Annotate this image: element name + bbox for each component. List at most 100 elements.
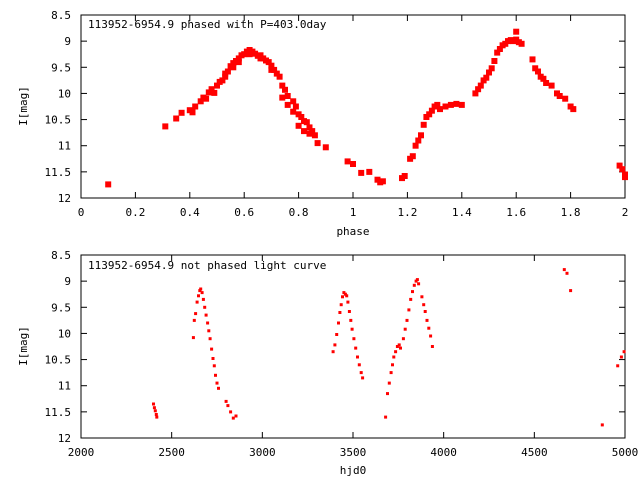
unphased-x-tick-label: 4500 <box>521 446 548 459</box>
phased-data-point <box>284 93 291 99</box>
phased-data-point <box>265 59 272 66</box>
unphased-data-point <box>338 311 342 314</box>
unphased-data-point <box>199 287 203 291</box>
phased-data-point <box>475 86 482 93</box>
phased-data-point <box>472 90 479 97</box>
unphased-data-point <box>619 355 623 359</box>
phased-data-point <box>224 68 231 75</box>
phased-data-point <box>306 130 313 137</box>
unphased-data-point <box>194 312 198 316</box>
unphased-data-point <box>411 290 414 294</box>
unphased-data-point <box>361 376 365 380</box>
phased-data-point <box>491 58 498 64</box>
unphased-x-tick-label: 2000 <box>68 446 95 459</box>
phased-data-point <box>418 132 424 139</box>
unphased-data-point <box>198 289 202 293</box>
phased-data-point <box>619 166 626 173</box>
unphased-data-point <box>391 363 394 367</box>
unphased-data-point <box>226 404 230 408</box>
unphased-data-point <box>422 303 426 307</box>
phased-data-point <box>556 93 563 99</box>
unphased-data-point <box>331 350 335 354</box>
phased-data-point <box>447 101 454 108</box>
unphased-y-tick-label: 8.5 <box>51 249 71 262</box>
phased-x-tick-label: 1.8 <box>561 206 581 219</box>
unphased-data-point <box>200 291 204 295</box>
phased-data-point <box>535 68 541 75</box>
unphased-data-point <box>405 318 409 322</box>
unphased-data-point <box>208 337 212 341</box>
phased-data-point <box>268 66 275 73</box>
unphased-plot-title: 113952-6954.9 not phased light curve <box>88 259 326 272</box>
unphased-data-point <box>333 343 337 347</box>
phased-y-tick-label: 8.5 <box>51 9 71 22</box>
phased-data-point <box>295 122 302 129</box>
unphased-data-point <box>395 345 399 348</box>
unphased-data-point <box>337 321 340 325</box>
phased-data-point <box>529 56 536 63</box>
unphased-data-point <box>409 297 413 301</box>
unphased-data-point <box>399 346 402 350</box>
phased-data-point <box>189 109 196 116</box>
phased-data-point <box>314 140 321 147</box>
unphased-data-point <box>562 268 566 272</box>
phased-data-point <box>420 121 427 128</box>
phased-data-point <box>279 94 286 101</box>
unphased-data-point <box>412 283 416 287</box>
unphased-data-point <box>392 355 396 359</box>
unphased-x-axis-label: hjd0 <box>340 464 367 477</box>
phased-data-point <box>477 82 484 89</box>
phased-data-point <box>306 124 313 131</box>
phased-data-point <box>488 65 495 72</box>
phased-data-point <box>290 108 297 115</box>
phased-data-point <box>543 80 550 86</box>
phased-x-tick-label: 0.8 <box>289 206 309 219</box>
phased-data-point <box>162 123 169 130</box>
phased-data-point <box>379 178 386 185</box>
unphased-data-point <box>231 416 235 420</box>
unphased-y-tick-label: 11.5 <box>45 406 72 419</box>
unphased-y-tick-label: 10 <box>58 327 71 340</box>
phased-plot-title: 113952-6954.9 phased with P=403.0day <box>88 18 327 31</box>
phased-data-point <box>513 28 520 35</box>
unphased-data-point <box>152 402 155 406</box>
unphased-data-point <box>153 409 157 413</box>
unphased-x-tick-label: 2500 <box>158 446 185 459</box>
phased-data-point <box>192 103 199 110</box>
phased-x-tick-label: 1.6 <box>506 206 526 219</box>
unphased-light-curve-panel: 2000 2500 3000 3500 4000 4500 5000 8.5 9 9.5 10 10… <box>17 249 638 477</box>
phased-data-point <box>222 73 229 80</box>
phased-x-axis-label: phase <box>336 225 369 238</box>
phased-data-point <box>518 40 525 47</box>
unphased-x-ticks: 2000 2500 3000 3500 4000 4500 5000 <box>68 255 638 459</box>
unphased-data-point <box>420 295 424 299</box>
phased-data-point <box>548 82 555 89</box>
phased-y-ticks: 8.5 9 9.5 10 10.5 11 11.5 12 <box>45 9 625 205</box>
unphased-data-point <box>569 289 573 293</box>
phased-data-point <box>197 98 204 105</box>
unphased-data-point <box>211 357 215 360</box>
unphased-data-point <box>341 295 344 299</box>
unphased-data-point <box>347 310 351 313</box>
unphased-data-point <box>201 297 205 301</box>
unphased-data-point <box>350 327 354 331</box>
phased-data-point <box>205 89 212 96</box>
phased-data-points <box>105 28 628 188</box>
phased-data-point <box>219 77 226 84</box>
phased-x-tick-label: 0.2 <box>125 206 145 219</box>
unphased-x-tick-label: 3000 <box>249 446 276 459</box>
phased-data-point <box>257 52 264 59</box>
phased-y-tick-label: 12 <box>58 192 71 205</box>
unphased-data-point <box>345 294 349 298</box>
unphased-data-point <box>207 329 211 333</box>
phased-y-tick-label: 9.5 <box>51 61 71 74</box>
unphased-data-point <box>224 399 228 403</box>
unphased-data-point <box>357 363 361 367</box>
unphased-data-point <box>407 308 411 312</box>
unphased-data-point <box>429 334 433 338</box>
phased-data-point <box>235 59 242 66</box>
unphased-data-point <box>210 347 214 351</box>
unphased-data-point <box>423 310 427 313</box>
phased-y-axis-label: I[mag] <box>17 86 30 126</box>
unphased-data-point <box>616 364 620 368</box>
